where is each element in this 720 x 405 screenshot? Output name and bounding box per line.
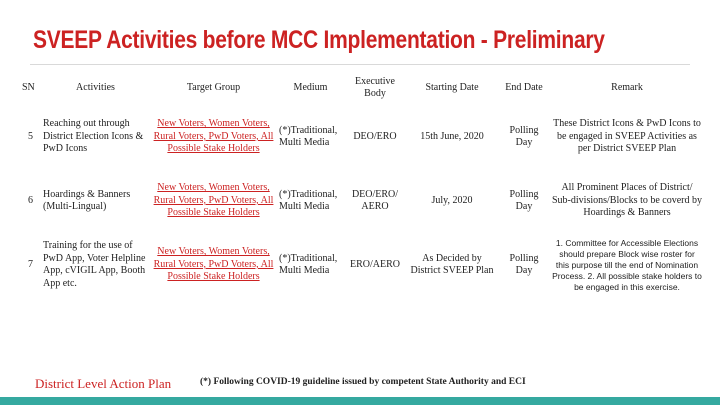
cell-sn: 5	[28, 130, 33, 142]
cell-medium: (*)Traditional, Multi Media	[279, 124, 338, 149]
header-target-group: Target Group	[186, 81, 241, 93]
table-row: 7 Training for the use of PwD App, Voter…	[20, 233, 704, 297]
cell-executive-body: DEO/ERO/ AERO	[351, 188, 399, 213]
district-action-plan-label: District Level Action Plan	[35, 376, 172, 391]
cell-sn: 7	[28, 258, 33, 270]
table-row: 6 Hoardings & Banners (Multi-Lingual) Ne…	[20, 169, 704, 233]
cell-medium: (*)Traditional, Multi Media	[279, 252, 338, 277]
cell-activities: Hoardings & Banners (Multi-Lingual)	[43, 188, 131, 213]
cell-starting-date: As Decided by District SVEEP Plan	[410, 252, 494, 277]
sveep-activities-table: SN Activities Target Group Medium Execut…	[20, 71, 704, 297]
cell-activities: Training for the use of PwD App, Voter H…	[43, 240, 146, 289]
header-executive-body: Executive Body	[355, 75, 395, 100]
header-remark: Remark	[611, 81, 643, 93]
cell-sn: 6	[28, 194, 33, 206]
cell-target-group-link[interactable]: New Voters, Women Voters, Rural Voters, …	[153, 118, 274, 155]
cell-remark: All Prominent Places of District/ Sub-di…	[552, 182, 702, 219]
cell-remark: These District Icons & PwD Icons to be e…	[553, 118, 701, 155]
cell-end-date: Polling Day	[509, 124, 539, 149]
title-divider	[30, 64, 690, 65]
cell-executive-body: ERO/AERO	[350, 258, 400, 270]
header-activities: Activities	[76, 81, 115, 93]
cell-target-group-link[interactable]: New Voters, Women Voters, Rural Voters, …	[153, 182, 274, 219]
header-medium: Medium	[293, 81, 328, 93]
cell-target-group-link[interactable]: New Voters, Women Voters, Rural Voters, …	[153, 246, 274, 283]
cell-executive-body: DEO/ERO	[353, 130, 397, 142]
cell-end-date: Polling Day	[509, 188, 539, 213]
cell-starting-date: 15th June, 2020	[420, 130, 484, 142]
table-row: 5 Reaching out through District Election…	[20, 105, 704, 169]
cell-end-date: Polling Day	[509, 252, 539, 277]
table-header-row: SN Activities Target Group Medium Execut…	[20, 71, 704, 105]
bottom-accent-bar	[0, 397, 720, 405]
cell-activities: Reaching out through District Election I…	[43, 118, 144, 155]
cell-remark: 1. Committee for Accessible Elections sh…	[552, 237, 702, 292]
page-title: SVEEP Activities before MCC Implementati…	[33, 26, 605, 54]
cell-medium: (*)Traditional, Multi Media	[279, 188, 338, 213]
covid-guideline-note: (*) Following COVID-19 guideline issued …	[200, 377, 526, 387]
header-starting-date: Starting Date	[425, 81, 479, 93]
header-end-date: End Date	[505, 81, 543, 93]
header-sn: SN	[22, 81, 35, 93]
cell-starting-date: July, 2020	[431, 194, 473, 206]
